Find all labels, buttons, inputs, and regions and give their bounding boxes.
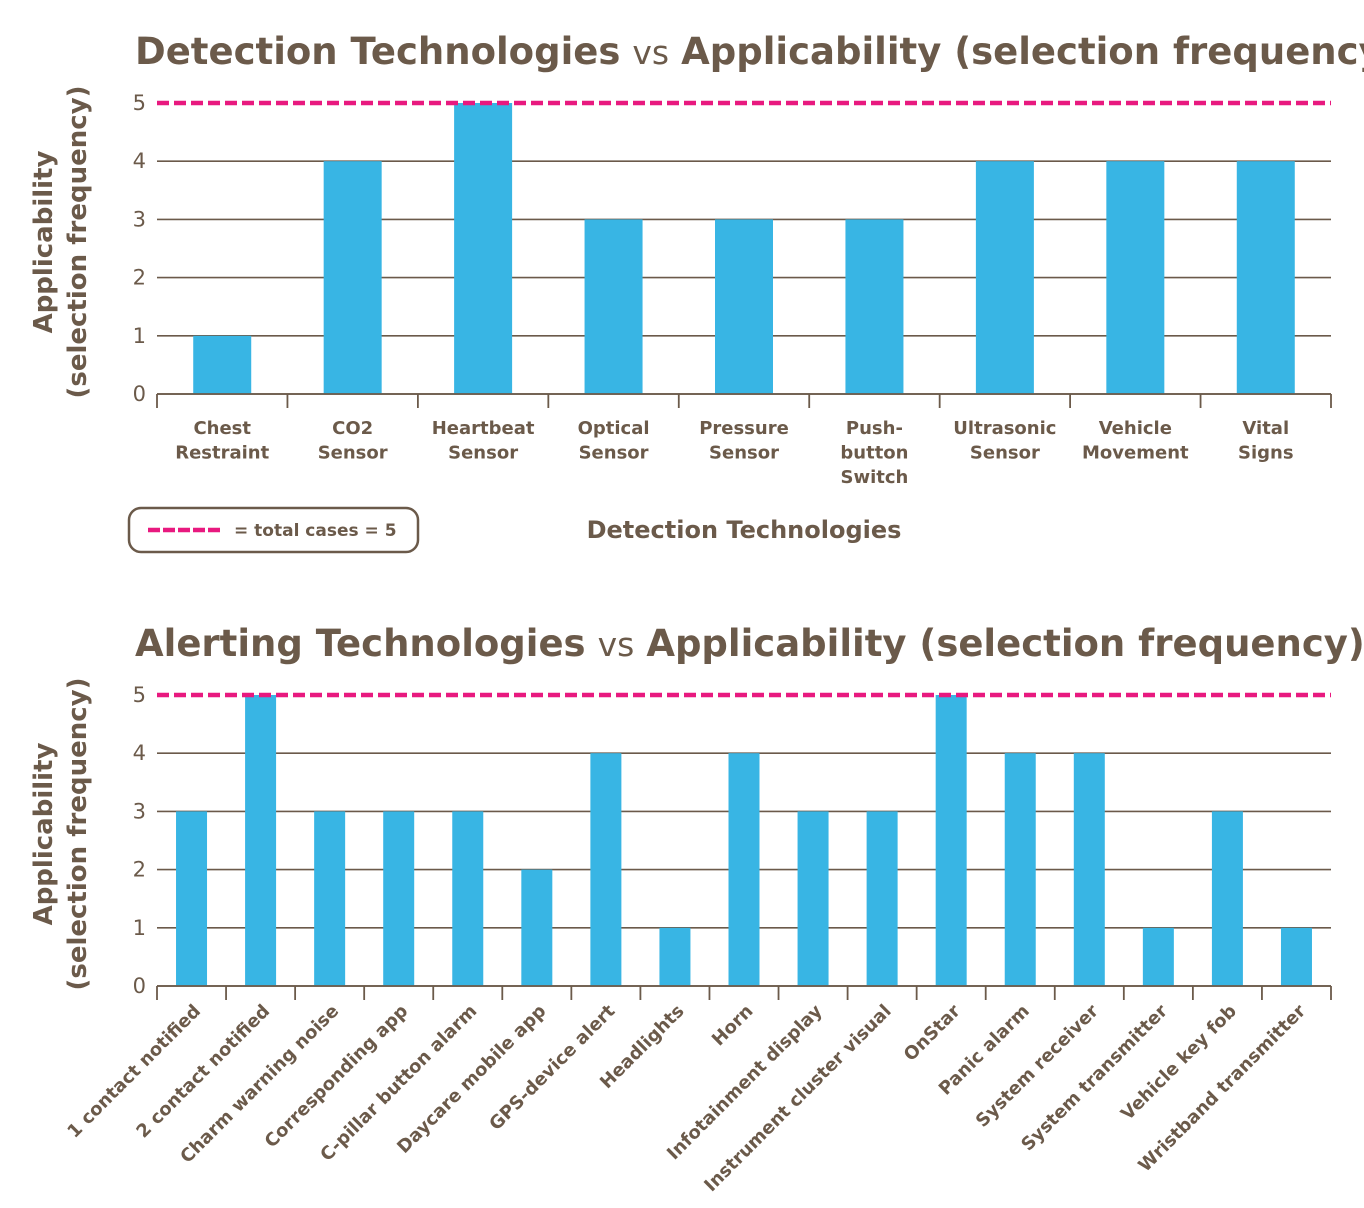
y-tick-label: 5 (133, 683, 146, 707)
category-label: Vital Signs (1238, 418, 1294, 464)
bar (715, 219, 773, 394)
bar (584, 219, 643, 394)
chart-alerting: Alerting Technologies vs Applicability (se… (29, 622, 1364, 1196)
bar (1004, 753, 1036, 986)
legend: = total cases = 5 (127, 506, 420, 554)
bar (1211, 811, 1243, 986)
category-label-line: Heartbeat (432, 418, 535, 439)
bar (452, 811, 484, 986)
bar (866, 811, 898, 986)
category-label: Heartbeat Sensor (432, 418, 535, 464)
bar (521, 869, 553, 986)
chart-title-main: Detection Technologies (135, 30, 620, 73)
y-axis-label: (selection frequency) (63, 86, 93, 399)
bar (383, 811, 415, 986)
bar (845, 219, 904, 394)
category-label: Pressure Sensor (699, 418, 789, 464)
chart-title: Detection Technologies vs Applicability (s… (135, 30, 1364, 73)
bar (245, 695, 277, 986)
category-label: CO2 Sensor (318, 418, 388, 464)
category-label: Push-button Switch (840, 418, 908, 488)
category-label-line: Restraint (175, 443, 269, 464)
category-label-line: Movement (1082, 443, 1189, 464)
category-label: Horn (708, 1001, 758, 1051)
bar (314, 811, 346, 986)
y-tick-label: 4 (133, 149, 146, 173)
y-axis-label: Applicability (29, 743, 59, 926)
bar (935, 695, 967, 986)
category-label-line: CO2 (332, 418, 373, 439)
legend-label: = total cases = 5 (234, 521, 397, 541)
category-label: 1 contact notified (63, 1001, 205, 1143)
y-axis-label: (selection frequency) (63, 678, 93, 991)
category-label: System receiver (972, 1001, 1103, 1132)
category-label-line: Ultrasonic (953, 418, 1056, 439)
x-axis-label: Detection Technologies (587, 516, 902, 544)
category-label-line: Sensor (970, 443, 1040, 464)
bar (193, 335, 252, 394)
chart-title-metric: Applicability (selection frequency) (681, 30, 1364, 73)
bar (659, 927, 691, 986)
legend-box (127, 506, 420, 554)
category-label-line: Sensor (448, 443, 518, 464)
y-tick-label: 3 (133, 799, 146, 823)
chart-detection: Detection Technologies vs Applicability (s… (29, 30, 1364, 554)
chart-title-vs: vs (598, 625, 635, 664)
y-tick-label: 3 (133, 207, 146, 231)
y-tick-label: 1 (133, 916, 146, 940)
y-tick-label: 2 (133, 858, 146, 882)
bar (1073, 753, 1105, 986)
y-tick-label: 0 (133, 382, 146, 406)
bar (176, 811, 208, 986)
category-label-line: Sensor (318, 443, 388, 464)
y-tick-label: 0 (133, 974, 146, 998)
bar (1236, 161, 1295, 394)
category-label-line: Switch (841, 467, 909, 488)
chart-title-metric: Applicability (selection frequency) (646, 622, 1364, 665)
category-label-line: Sensor (709, 443, 779, 464)
bar (797, 811, 829, 986)
category-label-line: Vital (1242, 418, 1289, 439)
y-tick-label: 2 (133, 266, 146, 290)
bar (1106, 161, 1165, 394)
category-label: GPS-device alert (485, 1000, 619, 1134)
category-label-line: button (840, 443, 908, 464)
bar (454, 103, 513, 394)
chart-title-vs: vs (632, 33, 669, 72)
bar (975, 161, 1034, 394)
bar (323, 161, 382, 394)
category-label: Ultrasonic Sensor (953, 418, 1056, 464)
category-label-line: Optical (578, 418, 650, 439)
chart-title: Alerting Technologies vs Applicability (se… (135, 622, 1364, 665)
category-label-line: Vehicle (1099, 418, 1172, 439)
bar (1280, 927, 1312, 986)
category-label-line: Chest (193, 418, 251, 439)
category-label-line: Pressure (699, 418, 789, 439)
y-tick-label: 1 (133, 324, 146, 348)
category-label: Vehicle key fob (1117, 1001, 1241, 1125)
category-label-line: Signs (1238, 443, 1294, 464)
chart-title-main: Alerting Technologies (135, 622, 586, 665)
category-label: Optical Sensor (578, 418, 650, 464)
category-label: Chest Restraint (175, 418, 269, 464)
category-label-line: Push- (846, 418, 903, 439)
category-label: Vehicle Movement (1082, 418, 1189, 464)
y-tick-label: 4 (133, 741, 146, 765)
bar (728, 753, 760, 986)
bar (1142, 927, 1174, 986)
category-label: 2 contact notified (132, 1001, 274, 1143)
category-label-line: Sensor (579, 443, 649, 464)
y-tick-label: 5 (133, 91, 146, 115)
bar (590, 753, 622, 986)
category-label: OnStar (900, 1001, 965, 1066)
y-axis-label: Applicability (29, 151, 59, 334)
